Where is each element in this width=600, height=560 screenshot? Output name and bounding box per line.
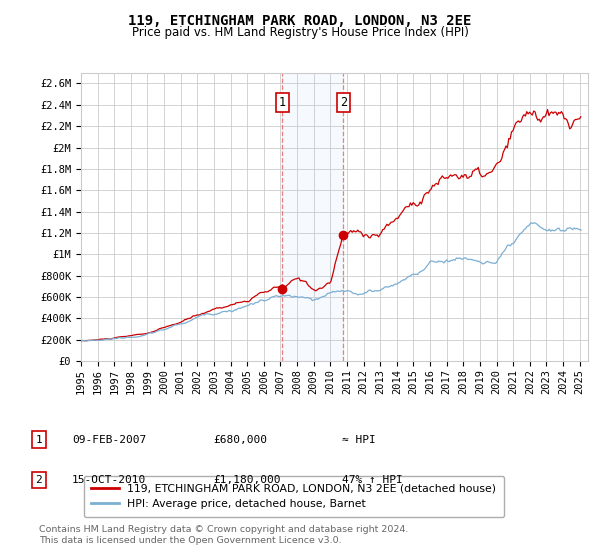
Text: £1,180,000: £1,180,000 — [213, 475, 281, 485]
Text: 2: 2 — [340, 96, 347, 109]
Text: 47% ↑ HPI: 47% ↑ HPI — [342, 475, 403, 485]
Text: Contains HM Land Registry data © Crown copyright and database right 2024.
This d: Contains HM Land Registry data © Crown c… — [39, 525, 409, 545]
Text: Price paid vs. HM Land Registry's House Price Index (HPI): Price paid vs. HM Land Registry's House … — [131, 26, 469, 39]
Text: ≈ HPI: ≈ HPI — [342, 435, 376, 445]
Text: 119, ETCHINGHAM PARK ROAD, LONDON, N3 2EE: 119, ETCHINGHAM PARK ROAD, LONDON, N3 2E… — [128, 14, 472, 28]
Text: £680,000: £680,000 — [213, 435, 267, 445]
Text: 09-FEB-2007: 09-FEB-2007 — [72, 435, 146, 445]
Bar — [283, 73, 343, 361]
Text: 15-OCT-2010: 15-OCT-2010 — [72, 475, 146, 485]
Legend: 119, ETCHINGHAM PARK ROAD, LONDON, N3 2EE (detached house), HPI: Average price, : 119, ETCHINGHAM PARK ROAD, LONDON, N3 2E… — [84, 476, 504, 517]
Text: 2: 2 — [35, 475, 43, 485]
Text: 1: 1 — [35, 435, 43, 445]
Text: 1: 1 — [279, 96, 286, 109]
